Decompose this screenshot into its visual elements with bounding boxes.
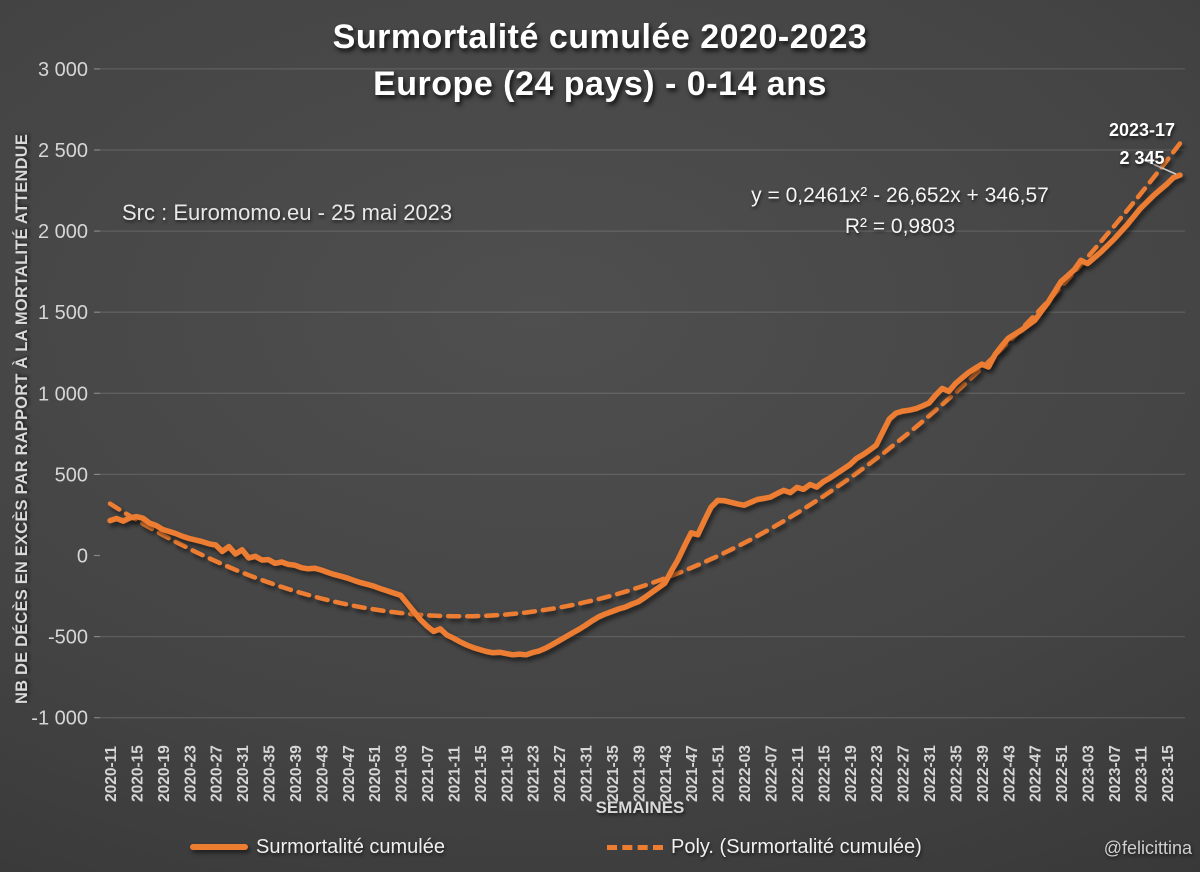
x-tick-label: 2020-31 [235, 745, 252, 802]
x-tick-label: 2023-03 [1081, 745, 1098, 802]
x-tick-label: 2021-39 [631, 745, 648, 802]
x-tick-label: 2023-15 [1160, 745, 1177, 802]
x-tick-label: 2022-35 [948, 745, 965, 802]
x-tick-label: 2021-23 [526, 745, 543, 802]
watermark: @felicittina [1103, 838, 1192, 858]
x-tick-label: 2022-47 [1028, 745, 1045, 802]
x-tick-label: 2022-43 [1001, 745, 1018, 802]
x-tick-label: 2021-15 [473, 745, 490, 802]
last-point-week: 2023-17 [1108, 120, 1176, 140]
r-squared-text: R² = 0,9803 [844, 215, 956, 238]
x-tick-label: 2022-51 [1054, 745, 1071, 802]
last-point-value: 2 345 [1119, 148, 1165, 168]
x-tick-label: 2020-35 [262, 745, 279, 802]
label-leader-line [1141, 158, 1177, 175]
x-axis-title: SEMAINES [595, 798, 685, 817]
x-tick-label: 2020-47 [341, 745, 358, 802]
x-tick-label: 2021-31 [579, 745, 596, 802]
x-tick-label: 2021-35 [605, 745, 622, 802]
x-tick-label: 2021-47 [684, 745, 701, 802]
x-tick-label: 2020-27 [209, 745, 226, 802]
x-tick-label: 2021-19 [499, 745, 516, 802]
x-tick-label: 2023-07 [1107, 745, 1124, 802]
x-tick-label: 2022-07 [763, 745, 780, 802]
x-tick-label: 2020-51 [367, 745, 384, 802]
x-tick-label: 2022-27 [896, 745, 913, 802]
legend-item-polynomial: Poly. (Surmortalité cumulée) [607, 830, 922, 864]
x-tick-label: 2020-15 [129, 745, 146, 802]
x-tick-label: 2020-43 [314, 745, 331, 802]
x-tick-label: 2021-03 [394, 745, 411, 802]
x-tick-label: 2022-39 [975, 745, 992, 802]
source-note: Src : Euromomo.eu - 25 mai 2023 [122, 200, 453, 225]
x-tick-label: 2022-23 [869, 745, 886, 802]
cumulative-series-path [107, 172, 1183, 658]
x-tick-label: 2020-19 [156, 745, 173, 802]
y-tick-label: 1 500 [38, 302, 88, 324]
trendline-equation: y = 0,2461x² - 26,652x + 346,57 R² = 0,9… [715, 180, 1085, 242]
y-tick-label: 1 000 [38, 383, 88, 405]
x-tick-label: 2021-11 [446, 746, 463, 802]
x-tick-label: 2022-03 [737, 745, 754, 802]
chart-title: Surmortalité cumulée 2020-2023 Europe (2… [0, 14, 1200, 108]
x-tick-label: 2023-11 [1133, 746, 1150, 802]
y-tick-label: -500 [48, 627, 88, 649]
chart-title-line2: Europe (24 pays) - 0-14 ans [373, 65, 827, 103]
x-tick-label: 2020-23 [182, 745, 199, 802]
x-tick-label: 2021-07 [420, 745, 437, 802]
x-tick-label: 2022-31 [922, 745, 939, 802]
x-tick-label: 2021-43 [658, 745, 675, 802]
x-tick-label: 2021-51 [711, 745, 728, 802]
y-axis-title: NB DE DÉCÈS EN EXCÈS PAR RAPPORT À LA MO… [13, 133, 31, 705]
solid-line-swatch [190, 844, 248, 850]
x-tick-label: 2022-15 [816, 745, 833, 802]
legend-label-cumulative: Surmortalité cumulée [256, 835, 445, 858]
chart-title-line1: Surmortalité cumulée 2020-2023 [332, 18, 868, 56]
x-tick-label: 2022-11 [790, 746, 807, 802]
y-tick-label: 2 000 [38, 221, 88, 243]
x-tick-label: 2020-39 [288, 745, 305, 802]
y-tick-label: 0 [77, 546, 88, 568]
equation-text: y = 0,2461x² - 26,652x + 346,57 [751, 184, 1049, 207]
y-tick-label: 3 000 [38, 59, 88, 81]
y-tick-label: 2 500 [38, 140, 88, 162]
dashed-line-swatch [607, 844, 663, 850]
x-tick-label: 2022-19 [843, 745, 860, 802]
y-tick-label: 500 [55, 464, 88, 486]
last-point-label: 2023-17 2 345 [1098, 116, 1186, 172]
x-tick-label: 2021-27 [552, 745, 569, 802]
legend: Surmortalité cumulée Poly. (Surmortalité… [0, 830, 1200, 864]
legend-label-polynomial: Poly. (Surmortalité cumulée) [671, 835, 922, 858]
x-tick-label: 2020-11 [103, 746, 120, 802]
y-tick-label: -1 000 [31, 708, 88, 730]
legend-item-cumulative: Surmortalité cumulée [190, 830, 445, 864]
